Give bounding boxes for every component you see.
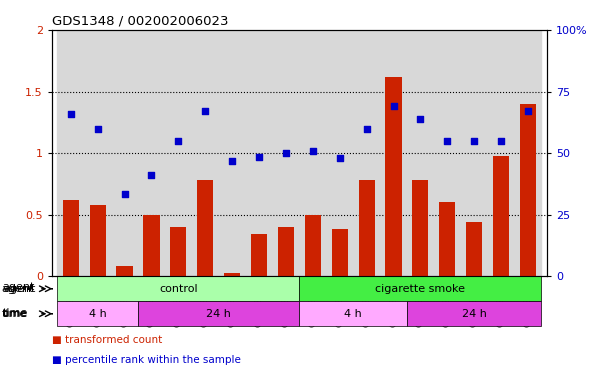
Text: 4 h: 4 h — [345, 309, 362, 319]
Bar — [407, 301, 541, 326]
Text: cigarette smoke: cigarette smoke — [375, 284, 466, 294]
Text: agent: agent — [2, 284, 34, 294]
Bar — [359, 180, 375, 276]
Bar — [251, 234, 267, 276]
Point — [362, 126, 371, 132]
Point — [147, 172, 156, 178]
Text: time: time — [2, 309, 27, 319]
Point — [523, 108, 533, 114]
Bar — [353, 30, 380, 276]
Bar — [305, 214, 321, 276]
Point — [442, 138, 452, 144]
Text: 4 h: 4 h — [89, 309, 106, 319]
Bar — [197, 180, 213, 276]
Bar — [299, 276, 541, 301]
Text: GDS1348 / 002002006023: GDS1348 / 002002006023 — [52, 15, 229, 27]
Text: agent: agent — [3, 284, 35, 294]
Point — [66, 111, 76, 117]
Bar — [380, 30, 407, 276]
Bar — [326, 30, 353, 276]
Bar — [57, 30, 84, 276]
Bar — [466, 222, 482, 276]
Bar — [488, 30, 514, 276]
Bar — [117, 266, 133, 276]
Point — [174, 138, 183, 144]
Bar — [407, 30, 434, 276]
Point — [227, 158, 237, 164]
Text: 24 h: 24 h — [462, 309, 486, 319]
Point — [308, 148, 318, 154]
Bar — [461, 30, 488, 276]
Bar — [57, 301, 138, 326]
Text: time: time — [2, 308, 28, 318]
Bar — [138, 301, 299, 326]
Bar — [273, 30, 299, 276]
Text: 24 h: 24 h — [207, 309, 231, 319]
Point — [469, 138, 479, 144]
Point — [496, 138, 506, 144]
Bar — [170, 227, 186, 276]
Point — [281, 150, 291, 156]
Bar — [299, 301, 407, 326]
Bar — [412, 180, 428, 276]
Bar — [165, 30, 192, 276]
Bar — [514, 30, 541, 276]
Bar — [332, 230, 348, 276]
Point — [120, 191, 130, 197]
Point — [93, 126, 103, 132]
Point — [415, 116, 425, 122]
Point — [335, 155, 345, 161]
Point — [200, 108, 210, 114]
Bar — [386, 77, 401, 276]
Bar — [111, 30, 138, 276]
Text: time: time — [3, 309, 28, 319]
Text: ■ transformed count: ■ transformed count — [52, 335, 162, 345]
Bar — [219, 30, 246, 276]
Bar — [63, 200, 79, 276]
Bar — [520, 104, 536, 276]
Bar — [90, 205, 106, 276]
Bar — [144, 214, 159, 276]
Bar — [299, 30, 326, 276]
Bar — [57, 276, 299, 301]
Bar — [138, 30, 165, 276]
Bar — [84, 30, 111, 276]
Bar — [434, 30, 461, 276]
Bar — [246, 30, 273, 276]
Text: ■ percentile rank within the sample: ■ percentile rank within the sample — [52, 355, 241, 365]
Point — [254, 154, 264, 160]
Bar — [278, 227, 294, 276]
Bar — [439, 202, 455, 276]
Bar — [224, 273, 240, 276]
Text: agent: agent — [2, 282, 35, 292]
Bar — [192, 30, 219, 276]
Point — [389, 104, 398, 110]
Text: control: control — [159, 284, 198, 294]
Bar — [493, 156, 509, 276]
